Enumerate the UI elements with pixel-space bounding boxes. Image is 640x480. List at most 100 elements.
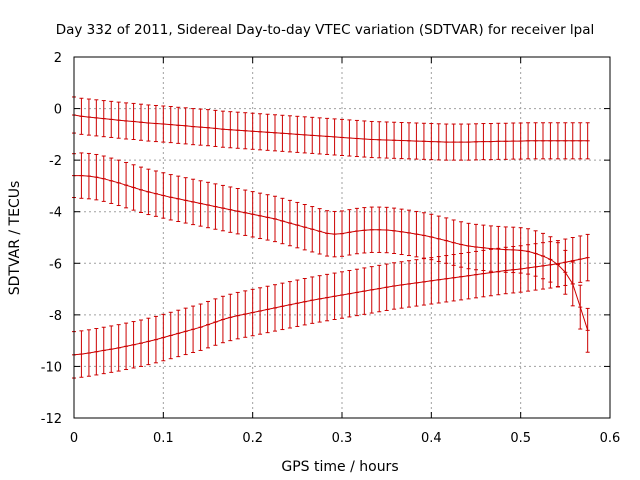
error-bar <box>206 109 210 147</box>
error-bar <box>369 266 374 314</box>
error-bar <box>511 122 516 160</box>
error-bar <box>86 152 91 200</box>
error-bar <box>86 98 91 136</box>
error-bar <box>101 100 106 138</box>
error-bar <box>198 108 203 146</box>
error-bar <box>176 175 181 223</box>
series-line-upper <box>73 114 588 143</box>
error-bar <box>287 199 292 247</box>
error-bar <box>533 122 538 160</box>
error-bar <box>563 238 568 286</box>
error-bar <box>481 249 486 298</box>
error-bar <box>183 307 188 356</box>
x-tick-label: 0.5 <box>510 431 531 446</box>
error-bar <box>265 285 270 334</box>
error-bar <box>191 305 196 354</box>
error-bar <box>518 122 523 160</box>
error-bar <box>362 207 367 254</box>
error-bar <box>526 122 531 160</box>
error-bar <box>265 113 270 151</box>
error-bar <box>563 122 568 160</box>
error-bar <box>340 118 344 157</box>
error-bar <box>280 114 285 152</box>
error-bar <box>429 257 434 305</box>
error-bar <box>153 170 158 217</box>
error-bar <box>392 121 397 159</box>
error-bar <box>503 246 508 295</box>
error-bar <box>273 284 277 332</box>
error-bar <box>101 326 106 375</box>
error-bar <box>302 277 307 326</box>
y-tick-label: -2 <box>49 154 62 169</box>
error-bar <box>429 123 434 161</box>
error-bar <box>585 307 590 353</box>
error-bar <box>220 295 225 344</box>
error-bar <box>585 122 590 160</box>
error-bar <box>168 311 173 360</box>
error-bar <box>287 281 292 329</box>
error-bar <box>109 325 114 373</box>
error-bar <box>548 241 553 289</box>
error-bar <box>153 315 158 364</box>
error-bar <box>541 242 545 290</box>
error-bar <box>399 208 404 256</box>
x-tick-label: 0.1 <box>153 431 174 446</box>
x-tick-label: 0.6 <box>600 431 621 446</box>
x-tick-label: 0.4 <box>421 431 442 446</box>
error-bar <box>526 244 531 292</box>
error-bar <box>131 164 136 211</box>
x-tick-label: 0.2 <box>242 431 263 446</box>
error-bar <box>347 270 352 318</box>
error-bar <box>399 261 404 309</box>
error-bar <box>213 109 218 147</box>
error-bar <box>168 106 173 144</box>
error-bar <box>377 121 382 159</box>
error-bar <box>384 206 389 254</box>
error-bar <box>146 168 151 216</box>
error-bar <box>302 116 307 154</box>
error-bar <box>310 206 315 253</box>
error-bar <box>109 157 114 204</box>
error-bar <box>436 256 441 304</box>
error-bar <box>198 180 203 227</box>
error-bar <box>332 272 337 320</box>
error-bar <box>131 102 136 141</box>
error-bar <box>466 251 471 300</box>
error-bar <box>488 123 493 161</box>
y-tick-label: -12 <box>41 412 62 427</box>
error-bar <box>325 273 330 322</box>
error-bar <box>332 210 337 258</box>
error-bar <box>139 319 143 367</box>
y-tick-label: -10 <box>41 360 62 375</box>
tick-marks <box>73 56 611 419</box>
error-bar <box>414 122 419 160</box>
error-bar <box>548 122 553 160</box>
error-bar <box>139 103 143 141</box>
error-bar <box>198 303 203 351</box>
error-bar <box>213 298 218 346</box>
error-bar <box>570 122 575 160</box>
error-bar <box>235 291 240 340</box>
error-bar <box>295 201 300 249</box>
series-lower <box>72 233 590 379</box>
error-bar <box>392 207 397 254</box>
error-bar <box>496 122 501 160</box>
error-bar <box>287 115 292 153</box>
error-bar <box>79 152 84 199</box>
error-bar <box>131 321 136 369</box>
error-bar <box>317 208 322 255</box>
error-bar <box>347 119 352 157</box>
error-bar <box>124 322 129 371</box>
series-middle <box>72 152 590 353</box>
error-bar <box>541 122 545 160</box>
error-bar <box>273 195 277 243</box>
error-bar <box>250 112 255 150</box>
error-bar <box>399 121 404 160</box>
error-bar <box>101 155 106 202</box>
error-bar <box>377 206 382 253</box>
chart-title: Day 332 of 2011, Sidereal Day-to-day VTE… <box>56 22 595 38</box>
error-bar <box>235 111 240 149</box>
error-bar <box>124 102 129 140</box>
error-bar <box>421 122 426 160</box>
